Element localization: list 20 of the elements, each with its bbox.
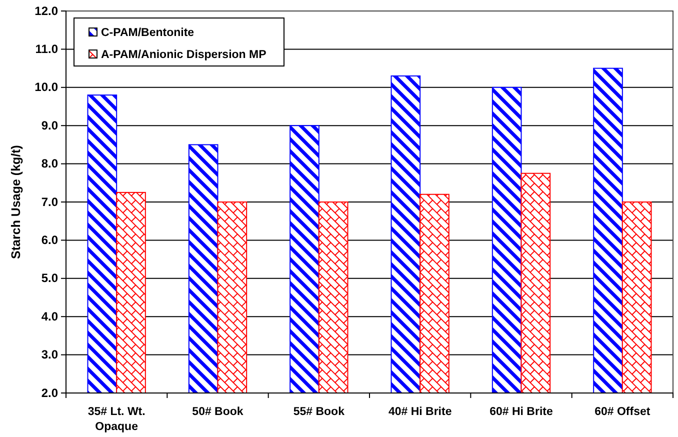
y-tick-label: 11.0: [35, 42, 58, 56]
x-tick-label: 60# Hi Brite: [490, 406, 553, 418]
y-tick-label: 9.0: [41, 118, 58, 132]
legend-label: A-PAM/Anionic Dispersion MP: [101, 49, 267, 61]
y-tick-label: 3.0: [41, 348, 58, 362]
y-tick-label: 8.0: [41, 156, 58, 171]
y-tick-label: 2.0: [41, 386, 58, 400]
y-axis-title: Starch Usage (kg/t): [9, 145, 23, 259]
x-tick-label: 35# Lt. Wt. Opaque: [88, 406, 146, 433]
y-tick-label: 7.0: [41, 194, 58, 209]
legend-label: C-PAM/Bentonite: [101, 27, 194, 39]
y-tick-label: 4.0: [41, 309, 58, 324]
x-tick-label: 50# Book: [192, 406, 244, 418]
y-tick-label: 10.0: [34, 80, 58, 94]
x-tick-label: 60# Offset: [594, 406, 650, 418]
y-tick-label: 5.0: [41, 271, 58, 286]
y-tick-label: 12.0: [34, 4, 58, 18]
x-tick-label: 40# Hi Brite: [388, 406, 452, 418]
y-tick-label: 6.0: [41, 233, 58, 248]
x-tick-label: 55# Book: [293, 406, 346, 418]
